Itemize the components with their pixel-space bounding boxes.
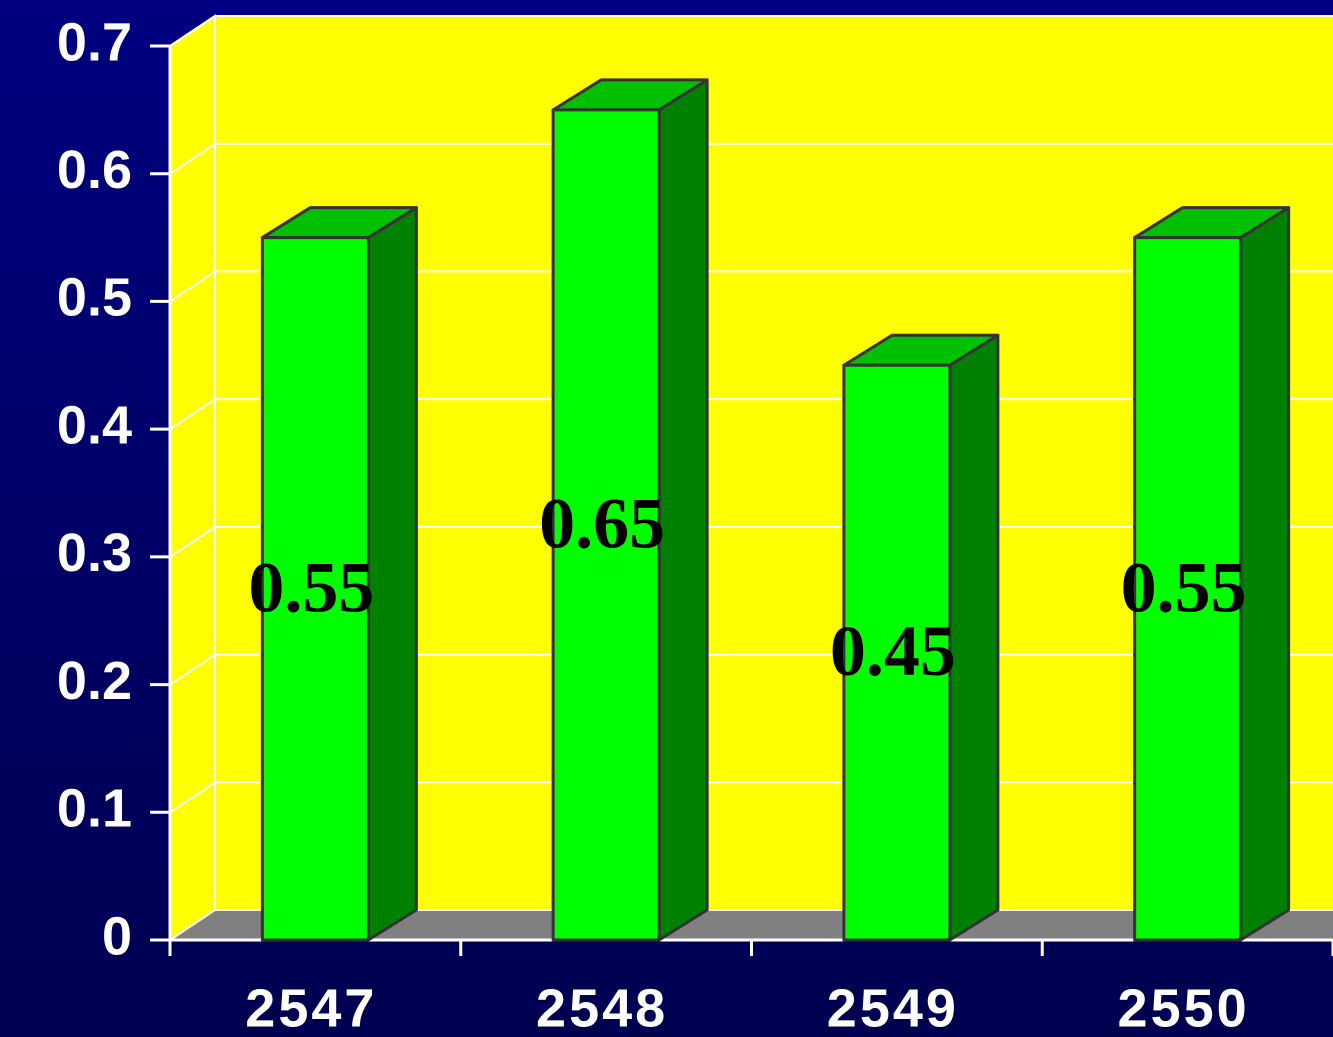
bar-side <box>948 333 1000 942</box>
value-label: 0.55 <box>248 547 374 627</box>
x-tick-label: 2549 <box>827 978 959 1037</box>
value-label: 0.55 <box>1121 547 1247 627</box>
grid-line-side <box>169 653 216 686</box>
bar <box>551 108 661 942</box>
grid-line-side <box>169 270 216 303</box>
grid-line-side <box>169 909 216 941</box>
grid-line-side <box>169 781 216 814</box>
value-label: 0.45 <box>830 611 956 691</box>
x-tick-label: 2548 <box>536 978 668 1037</box>
back-wall <box>215 16 1333 910</box>
y-tick-label: 0.3 <box>57 523 132 583</box>
bar <box>842 363 952 942</box>
y-tick-label: 0 <box>102 906 132 966</box>
bar <box>1133 236 1243 942</box>
y-tick-label: 0.6 <box>57 140 132 200</box>
value-label: 0.65 <box>539 483 665 563</box>
grid-line-side <box>169 398 216 430</box>
bar-side <box>657 78 709 942</box>
bar-side <box>1239 206 1291 942</box>
grid-line-side <box>169 526 216 558</box>
y-tick-label: 0.7 <box>57 12 132 72</box>
bar <box>260 236 370 942</box>
floor <box>170 910 1333 940</box>
y-tick-label: 0.1 <box>57 779 132 839</box>
bar-side <box>366 206 418 942</box>
x-tick-label: 2547 <box>245 978 377 1037</box>
x-tick-label: 2550 <box>1118 978 1250 1037</box>
y-tick-label: 0.2 <box>57 651 132 711</box>
grid-line-side <box>169 142 216 175</box>
grid-line-side <box>169 15 216 47</box>
y-tick-label: 0.5 <box>57 268 132 328</box>
y-tick-label: 0.4 <box>57 395 132 455</box>
side-wall <box>169 14 216 942</box>
